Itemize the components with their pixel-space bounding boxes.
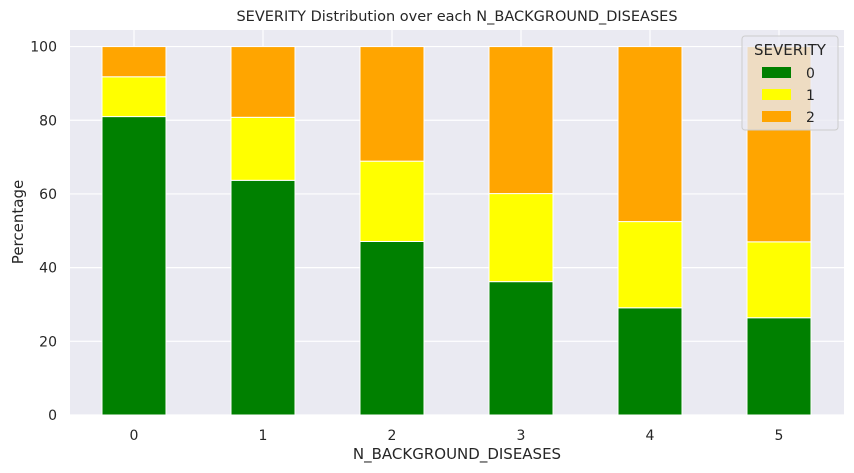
bar-segment-severity-1-cat-5 [746,241,812,319]
bar-segment-severity-0-cat-4 [617,307,683,416]
y-tick-label: 20 [39,334,57,350]
legend-label: 2 [806,110,815,126]
bar-segment-severity-2-cat-1 [230,46,296,118]
bar-segment-severity-0-cat-1 [230,179,296,416]
bar-segment-severity-1-cat-4 [617,221,683,309]
x-tick-label: 4 [646,428,655,444]
legend-swatch [762,67,791,78]
legend-label: 1 [806,88,815,104]
legend: SEVERITY 0 1 2 [741,35,839,131]
x-tick-label: 2 [388,428,397,444]
bar-segment-severity-1-cat-1 [230,116,296,181]
y-axis-ticks: 0 20 40 60 80 100 [30,40,57,424]
x-tick-label: 1 [259,428,268,444]
bar-segment-severity-2-cat-2 [359,46,425,162]
bar-segment-severity-2-cat-4 [617,46,683,223]
y-tick-label: 40 [39,261,57,277]
legend-box [741,35,839,131]
x-tick-label: 0 [130,428,139,444]
y-tick-label: 0 [48,408,57,424]
bar-segment-severity-2-cat-3 [488,46,554,195]
legend-label: 0 [806,66,815,82]
y-tick-label: 80 [39,113,57,129]
x-axis-ticks: 0 1 2 3 4 5 [130,428,784,444]
bar-segment-severity-1-cat-2 [359,160,425,242]
bar-segment-severity-1-cat-0 [101,76,167,118]
bar-segment-severity-0-cat-2 [359,240,425,416]
y-axis-label: Percentage [9,180,27,264]
y-tick-label: 100 [30,40,57,56]
x-tick-label: 5 [775,428,784,444]
bar-segment-severity-1-cat-3 [488,193,554,283]
legend-swatch [762,111,791,122]
bar-segment-severity-2-cat-0 [101,46,167,78]
x-axis-label: N_BACKGROUND_DISEASES [353,445,561,464]
bar-segment-severity-0-cat-0 [101,116,167,416]
bars [101,46,812,416]
chart-title: SEVERITY Distribution over each N_BACKGR… [236,9,677,25]
y-tick-label: 60 [39,187,57,203]
bar-segment-severity-0-cat-5 [746,317,812,416]
x-tick-label: 3 [517,428,526,444]
bar-segment-severity-0-cat-3 [488,281,554,416]
legend-swatch [762,89,791,100]
plot-background [70,30,844,415]
legend-title: SEVERITY [754,41,827,59]
